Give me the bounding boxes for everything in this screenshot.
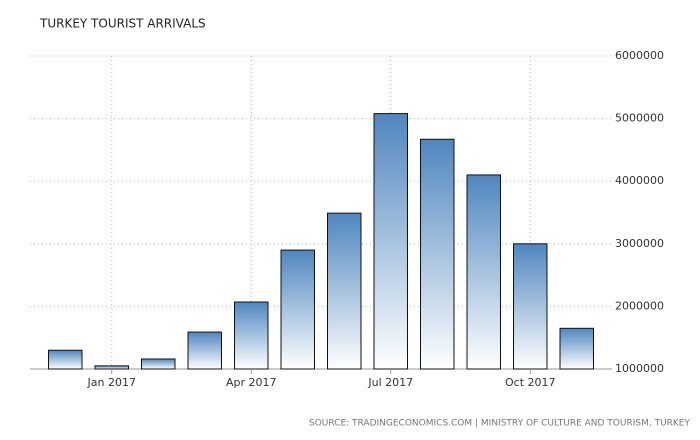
bar bbox=[94, 365, 129, 370]
bar bbox=[48, 349, 83, 370]
bar bbox=[513, 243, 548, 370]
bar bbox=[373, 113, 408, 370]
y-tick-label: 2000000 bbox=[615, 299, 664, 312]
x-tick-label: Jan 2017 bbox=[87, 376, 136, 389]
y-tick-label: 1000000 bbox=[615, 362, 664, 375]
source: SOURCE: TRADINGECONOMICS.COM | MINISTRY … bbox=[309, 419, 691, 429]
y-tick-label: 6000000 bbox=[615, 49, 664, 62]
chart-title: TURKEY TOURIST ARRIVALS bbox=[39, 17, 206, 31]
x-tick-label: Jul 2017 bbox=[367, 376, 413, 389]
bar bbox=[466, 174, 501, 370]
bar bbox=[187, 331, 222, 370]
bar bbox=[559, 327, 594, 370]
x-tick-label: Apr 2017 bbox=[226, 376, 277, 389]
bar bbox=[327, 212, 362, 370]
x-tick-label: Oct 2017 bbox=[505, 376, 556, 389]
y-tick-label: 3000000 bbox=[615, 237, 664, 250]
bar bbox=[420, 138, 455, 370]
bar bbox=[280, 249, 315, 370]
y-tick-label: 4000000 bbox=[615, 174, 664, 187]
y-tick-label: 5000000 bbox=[615, 112, 664, 125]
bar bbox=[141, 358, 176, 370]
bar bbox=[234, 301, 269, 370]
